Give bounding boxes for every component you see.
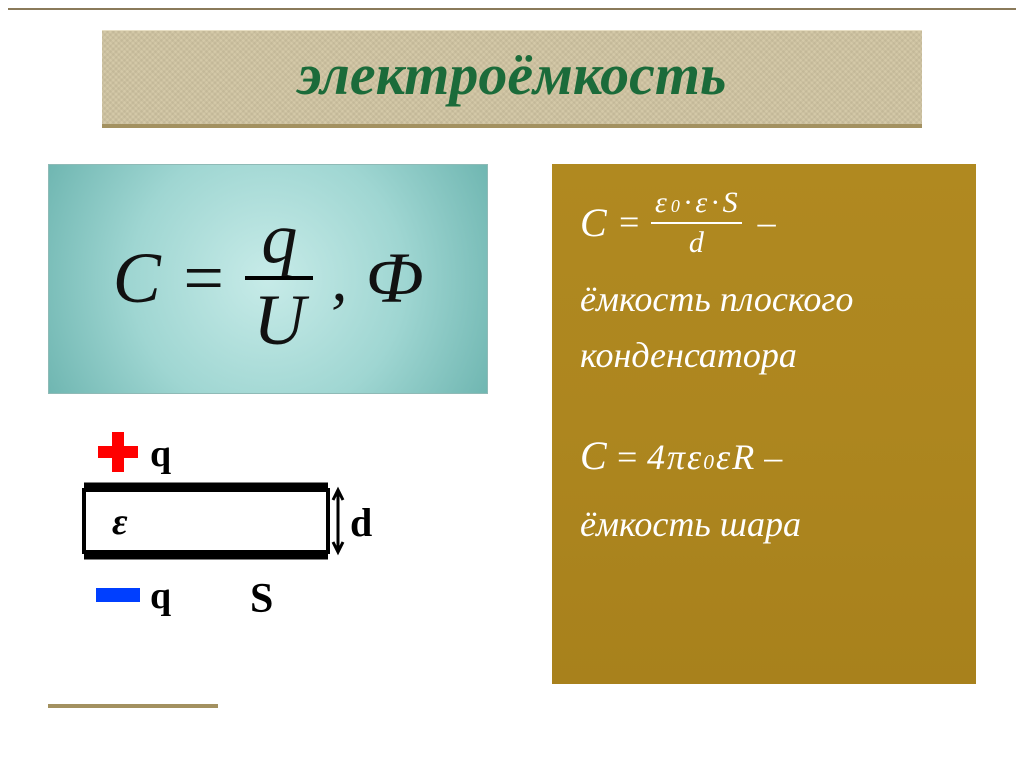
pp-eps0-sub: 0 bbox=[671, 197, 680, 215]
area-label: S bbox=[250, 576, 273, 622]
pp-desc-line2: конденсатора bbox=[580, 335, 797, 375]
sph-pi: π bbox=[667, 430, 685, 486]
pp-dash: – bbox=[758, 195, 776, 251]
definition-equation: C = q U , Ф bbox=[113, 202, 424, 356]
fraction-denominator: U bbox=[245, 280, 313, 356]
definition-C: C bbox=[113, 237, 161, 320]
dielectric-epsilon: ε bbox=[112, 501, 128, 543]
content-columns: C = q U , Ф q bbox=[48, 164, 976, 684]
sph-dash: – bbox=[764, 430, 782, 486]
slide: электроёмкость C = q U , Ф bbox=[0, 0, 1024, 768]
minus-icon bbox=[96, 588, 140, 602]
pp-fraction: ε0 · ε · S d bbox=[651, 188, 742, 258]
capacitor-diagram: q ε d q S bbox=[78, 428, 408, 638]
distance-label: d bbox=[350, 500, 372, 545]
sph-R: R bbox=[732, 430, 754, 486]
pp-S: S bbox=[723, 188, 738, 218]
pp-dot1: · bbox=[684, 188, 692, 218]
definition-formula-card: C = q U , Ф bbox=[48, 164, 488, 394]
sph-C: C bbox=[580, 425, 607, 487]
pp-dot2: · bbox=[711, 188, 719, 218]
unit-farad: Ф bbox=[365, 237, 423, 320]
pp-eps: ε bbox=[655, 188, 667, 218]
sph-eps2: ε bbox=[716, 430, 730, 486]
slide-title: электроёмкость bbox=[102, 30, 922, 128]
title-text: электроёмкость bbox=[298, 42, 727, 107]
pp-desc-line1: ёмкость плоского bbox=[580, 279, 853, 319]
top-charge-label: q bbox=[150, 433, 171, 475]
footer-underline bbox=[48, 704, 218, 708]
sphere-description: ёмкость шара bbox=[580, 497, 948, 553]
pp-C: C bbox=[580, 192, 607, 254]
sph-eps: ε bbox=[687, 430, 701, 486]
sph-eps0-sub: 0 bbox=[703, 446, 714, 479]
pp-equals: = bbox=[617, 195, 641, 251]
pp-numerator: ε0 · ε · S bbox=[651, 188, 742, 222]
fraction-numerator: q bbox=[253, 202, 305, 276]
sph-4: 4 bbox=[647, 430, 665, 486]
pp-denominator: d bbox=[685, 224, 708, 258]
plus-icon-v bbox=[112, 432, 124, 472]
comma: , bbox=[331, 242, 347, 316]
fraction-qU: q U bbox=[245, 202, 313, 356]
pp-description: ёмкость плоского конденсатора bbox=[580, 272, 948, 384]
gold-panel: C = ε0 · ε · S d – bbox=[552, 164, 976, 684]
pp-eps2: ε bbox=[695, 188, 707, 218]
left-column: C = q U , Ф q bbox=[48, 164, 508, 638]
sph-equals: = bbox=[615, 430, 639, 486]
sphere-formula: C = 4 π ε0 ε R – bbox=[580, 425, 948, 487]
equals-sign: = bbox=[179, 237, 228, 320]
bottom-charge-label: q bbox=[150, 575, 171, 617]
parallel-plate-formula: C = ε0 · ε · S d – bbox=[580, 188, 948, 258]
right-column: C = ε0 · ε · S d – bbox=[552, 164, 976, 684]
